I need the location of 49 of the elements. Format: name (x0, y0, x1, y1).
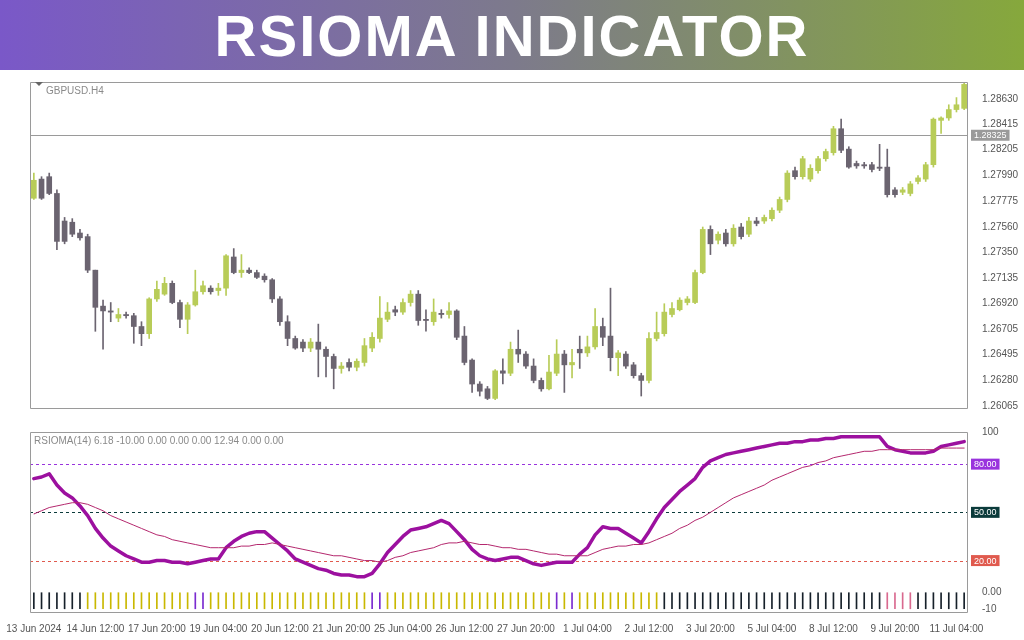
y-tick-label: 1.27560 (982, 220, 1019, 232)
candlestick (100, 299, 106, 350)
x-tick-label: 2 Jul 12:00 (624, 622, 674, 634)
candlestick (315, 323, 322, 378)
y-tick-label: 1.28415 (982, 118, 1019, 130)
y-tick-label: 1.28630 (982, 92, 1019, 104)
ref-line-label: 20.00 (974, 555, 997, 566)
x-tick-label: 20 Jun 12:00 (250, 622, 310, 634)
candlestick (615, 350, 621, 376)
y-tick-label: 1.27135 (982, 271, 1019, 283)
y-tick-label: 100 (982, 425, 1000, 437)
y-tick-label: 1.26920 (982, 297, 1019, 309)
chart-title: RSIOMA INDICATOR (0, 0, 1024, 70)
y-tick-label: 1.27350 (982, 245, 1019, 257)
candlestick (569, 348, 575, 379)
candlestick (515, 329, 522, 363)
x-tick-label: 19 Jun 04:00 (189, 622, 248, 634)
candlestick (576, 335, 583, 369)
y-tick-label: 1.27775 (982, 195, 1019, 206)
y-tick-label: 1.26495 (982, 348, 1019, 360)
x-tick-label: 9 Jul 20:00 (870, 622, 920, 634)
y-tick-label: 1.26280 (982, 374, 1019, 386)
candlestick (938, 116, 944, 134)
candlestick (423, 309, 429, 332)
x-tick-label: 26 Jun 12:00 (435, 622, 494, 634)
x-tick-label: 8 Jul 12:00 (808, 622, 859, 634)
x-tick-label: 25 Jun 04:00 (373, 622, 433, 634)
y-tick-label: 1.28205 (982, 143, 1019, 155)
x-tick-label: 5 Jul 04:00 (747, 622, 797, 634)
x-tick-label: 11 Jul 04:00 (929, 622, 984, 634)
x-tick-label: 1 Jul 04:00 (562, 622, 613, 634)
chart-title: RSIOMA(14) 6.18 -10.00 0.00 0.00 0.00 12.94 0.00 0.00 (34, 434, 285, 446)
x-tick-label: 13 Jun 2024 (6, 622, 62, 634)
x-tick-label: 17 Jun 20:00 (127, 622, 187, 634)
x-tick-label: 3 Jul 20:00 (685, 622, 736, 634)
y-tick-label: 1.26065 (982, 399, 1019, 411)
candlestick (861, 161, 868, 169)
x-tick-label: 21 Jun 20:00 (312, 622, 371, 634)
candlestick (500, 358, 506, 385)
y-tick-label: 0.00 (982, 586, 1002, 598)
y-tick-label: 1.26705 (982, 323, 1019, 335)
ref-line-label: 50.00 (974, 507, 997, 518)
y-tick-label: -10 (982, 602, 997, 614)
x-tick-label: 27 Jun 20:00 (497, 622, 556, 634)
ref-line-label: 1.28325 (974, 130, 1007, 141)
x-tick-label: 14 Jun 12:00 (66, 622, 125, 634)
ref-line-label: 80.00 (974, 459, 997, 470)
y-tick-label: 1.27990 (982, 169, 1019, 181)
chart-subtitle: GBPUSD.H4 (46, 84, 105, 96)
